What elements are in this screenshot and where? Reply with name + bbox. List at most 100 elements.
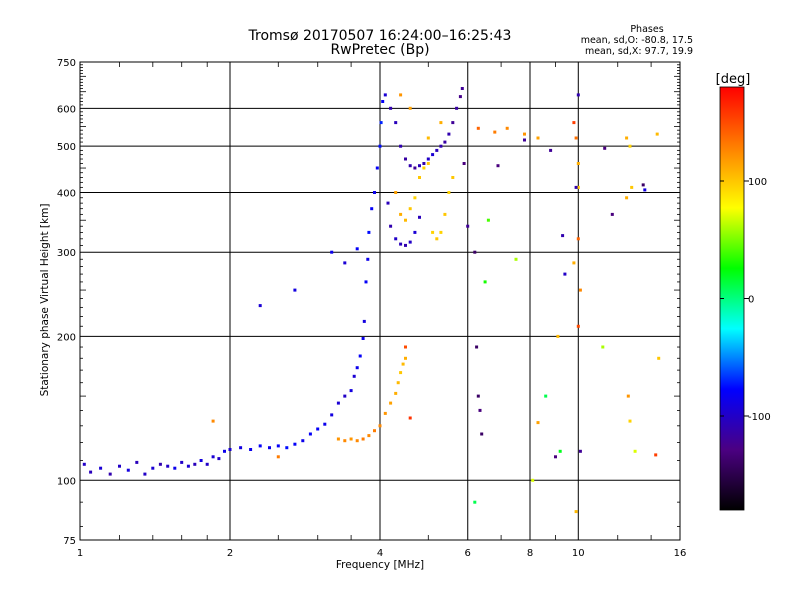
data-point — [578, 449, 582, 453]
data-point — [330, 413, 334, 417]
y-axis-label: Stationary phase Virtual Height [km] — [39, 204, 51, 397]
data-point — [561, 234, 565, 238]
data-point — [135, 460, 139, 464]
data-point — [401, 362, 405, 366]
axis-ticks: 1 2 4 6 8 10 16 75 100 200 300 400 500 600 750 — [57, 58, 686, 559]
data-point — [258, 304, 262, 308]
data-point — [435, 237, 439, 241]
data-point — [383, 411, 387, 415]
data-point — [574, 136, 578, 140]
data-point — [355, 439, 359, 443]
data-point — [343, 394, 347, 398]
data-point — [394, 121, 398, 125]
data-point — [558, 449, 562, 453]
y-tick-label: 300 — [57, 248, 76, 259]
data-point — [574, 510, 578, 514]
data-point — [408, 416, 412, 420]
data-point — [378, 424, 382, 428]
data-point — [211, 419, 215, 423]
data-point — [199, 459, 203, 462]
x-tick-label: 16 — [674, 548, 687, 559]
data-point — [563, 272, 567, 276]
data-point — [493, 130, 497, 134]
data-point — [413, 166, 417, 170]
data-point — [193, 462, 197, 466]
data-point — [462, 162, 466, 165]
data-point — [293, 288, 297, 292]
data-point — [554, 455, 557, 459]
x-tick-label: 1 — [77, 548, 83, 559]
data-point — [404, 157, 407, 161]
data-point — [523, 132, 526, 136]
data-point — [439, 144, 443, 148]
data-point — [447, 132, 451, 136]
grid-lines — [80, 62, 680, 540]
data-point — [476, 126, 480, 130]
data-point — [399, 144, 403, 148]
data-point — [126, 468, 130, 472]
data-point — [576, 162, 580, 165]
data-point — [633, 449, 637, 453]
data-point — [404, 345, 407, 349]
data-point — [258, 444, 262, 448]
data-point — [641, 183, 645, 187]
data-point — [381, 100, 385, 103]
data-point — [394, 237, 398, 241]
data-point — [478, 408, 482, 412]
data-point — [355, 247, 359, 251]
data-point — [186, 464, 190, 468]
data-point — [217, 457, 221, 461]
data-point — [439, 230, 443, 234]
data-point — [544, 394, 548, 398]
data-point — [89, 470, 93, 474]
data-point — [496, 164, 500, 168]
data-point — [166, 464, 170, 468]
data-point — [473, 250, 477, 254]
data-point — [413, 230, 417, 234]
data-point — [654, 453, 658, 457]
data-point — [473, 500, 477, 504]
data-point — [431, 230, 435, 234]
data-point — [531, 478, 535, 482]
data-point — [536, 136, 540, 140]
data-point — [603, 146, 607, 150]
colorbar-tick-label: -100 — [748, 412, 771, 423]
data-point — [625, 196, 629, 200]
data-point — [118, 464, 121, 468]
data-point — [418, 215, 421, 219]
data-point — [480, 432, 484, 436]
y-tick-label: 100 — [57, 476, 76, 487]
data-point — [108, 472, 112, 476]
data-point — [336, 401, 340, 405]
data-point — [426, 136, 430, 140]
data-point — [330, 250, 334, 254]
data-point — [576, 93, 580, 97]
data-point — [408, 164, 412, 168]
y-tick-label: 600 — [57, 104, 76, 115]
data-point — [576, 324, 580, 328]
data-point — [426, 157, 430, 161]
data-point — [625, 136, 629, 140]
data-point — [578, 288, 582, 292]
data-point — [610, 212, 614, 216]
data-point — [447, 191, 451, 194]
data-point — [399, 242, 403, 246]
data-point — [386, 201, 390, 205]
data-point — [451, 121, 455, 125]
data-point — [143, 472, 147, 476]
data-point — [476, 394, 480, 398]
data-point — [349, 389, 353, 393]
data-point — [399, 212, 403, 216]
data-point — [323, 422, 327, 426]
data-point — [389, 401, 393, 405]
data-point — [443, 212, 447, 216]
data-point — [379, 121, 383, 125]
data-point — [426, 162, 430, 165]
data-point — [486, 218, 490, 222]
data-point — [373, 429, 376, 433]
data-point — [293, 442, 297, 446]
data-point — [657, 356, 661, 360]
data-point — [655, 132, 659, 136]
data-point — [404, 243, 407, 247]
